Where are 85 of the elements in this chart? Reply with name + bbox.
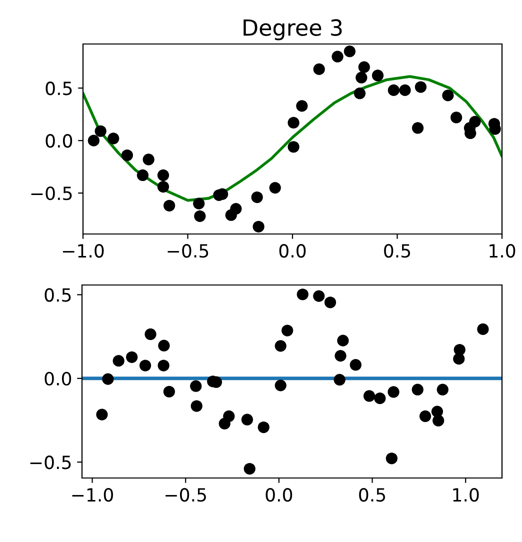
x-tick-label: 0.5 <box>359 488 386 502</box>
point <box>436 384 448 396</box>
point <box>477 323 489 335</box>
point <box>282 324 294 336</box>
point <box>450 112 462 124</box>
point <box>269 182 281 194</box>
point <box>356 72 368 84</box>
chart-title: Degree 3 <box>244 19 342 40</box>
line-series <box>83 75 502 202</box>
x-tick-label: −1.0 <box>62 244 104 258</box>
point <box>163 386 175 398</box>
point <box>372 70 384 82</box>
point <box>412 122 424 134</box>
x-tick-label: 0.0 <box>279 244 306 258</box>
point <box>324 296 336 308</box>
point <box>190 400 202 412</box>
point <box>388 84 400 96</box>
x-tick-label: 1.0 <box>453 488 479 502</box>
point <box>296 288 308 300</box>
point <box>334 350 346 362</box>
point <box>223 410 235 422</box>
point <box>288 141 300 153</box>
point <box>144 328 156 340</box>
point <box>296 100 308 112</box>
point <box>386 452 398 464</box>
point <box>139 360 152 372</box>
point <box>136 169 149 182</box>
point <box>244 462 256 475</box>
point <box>194 210 206 222</box>
y-tick-label: 0.5 <box>44 288 71 302</box>
point <box>252 220 264 232</box>
point <box>334 374 346 386</box>
point <box>158 360 170 372</box>
point <box>274 380 286 392</box>
point <box>108 132 120 144</box>
point <box>274 340 286 352</box>
point <box>313 63 325 76</box>
point <box>344 46 356 58</box>
point <box>193 198 205 210</box>
point <box>363 390 376 402</box>
x-tick-label: −1.0 <box>72 488 113 502</box>
point <box>258 421 270 434</box>
point <box>96 408 108 420</box>
point <box>158 340 170 352</box>
point <box>157 169 170 182</box>
point <box>126 351 138 363</box>
point <box>288 116 300 129</box>
x-tick-label: −0.5 <box>166 488 206 502</box>
point <box>374 392 386 404</box>
point <box>251 191 263 204</box>
point <box>454 344 466 356</box>
y-tick-label: 0.0 <box>44 372 72 386</box>
y-tick-label: 0.5 <box>46 82 72 96</box>
point <box>313 290 325 302</box>
y-tick-label: 0.0 <box>46 134 72 148</box>
x-tick-label: −0.5 <box>168 244 208 258</box>
point <box>241 414 254 426</box>
point <box>121 149 134 162</box>
point <box>142 154 154 166</box>
point <box>399 84 411 96</box>
y-tick-label: −0.5 <box>31 186 72 200</box>
point <box>88 134 100 146</box>
point <box>112 355 124 367</box>
x-tick-label: 0.0 <box>266 488 292 502</box>
point <box>358 61 370 73</box>
point <box>157 180 170 193</box>
point <box>102 373 114 385</box>
point <box>350 359 362 371</box>
point <box>354 88 366 100</box>
point <box>230 202 242 215</box>
y-tick-label: −0.5 <box>30 456 71 470</box>
point <box>419 410 432 422</box>
point <box>94 125 106 137</box>
point <box>414 81 427 93</box>
point <box>164 200 176 212</box>
point <box>442 90 454 102</box>
x-tick-label: 1.0 <box>490 244 516 258</box>
point <box>388 386 400 398</box>
point <box>332 50 344 62</box>
point <box>190 380 202 392</box>
point <box>469 116 481 128</box>
x-tick-label: 0.5 <box>384 244 410 258</box>
point <box>412 384 424 396</box>
point <box>337 334 349 346</box>
point <box>432 414 444 426</box>
